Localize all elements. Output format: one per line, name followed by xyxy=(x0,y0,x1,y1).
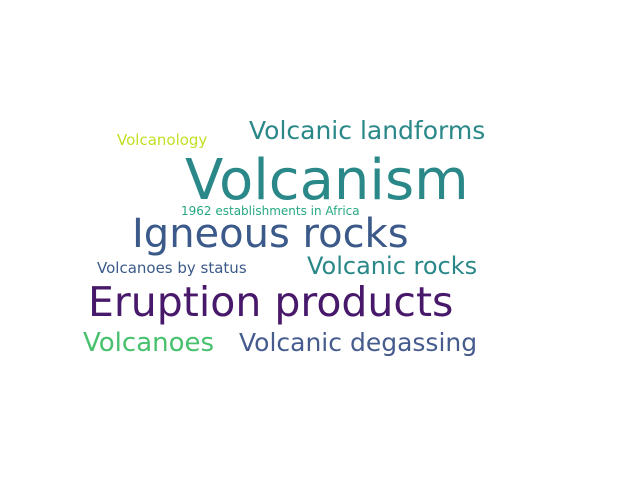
word-volcanic-rocks: Volcanic rocks xyxy=(307,252,478,280)
word-eruption-products: Eruption products xyxy=(88,278,454,326)
word-1962-establishments-in-africa: 1962 establishments in Africa xyxy=(181,204,360,218)
word-volcanic-degassing: Volcanic degassing xyxy=(239,328,478,357)
word-igneous-rocks: Igneous rocks xyxy=(132,211,409,257)
word-volcanology: Volcanology xyxy=(117,131,208,149)
word-volcanoes-by-status: Volcanoes by status xyxy=(97,259,247,277)
word-volcanic-landforms: Volcanic landforms xyxy=(249,116,486,145)
word-volcanism: Volcanism xyxy=(185,148,469,213)
word-volcanoes: Volcanoes xyxy=(83,328,215,358)
